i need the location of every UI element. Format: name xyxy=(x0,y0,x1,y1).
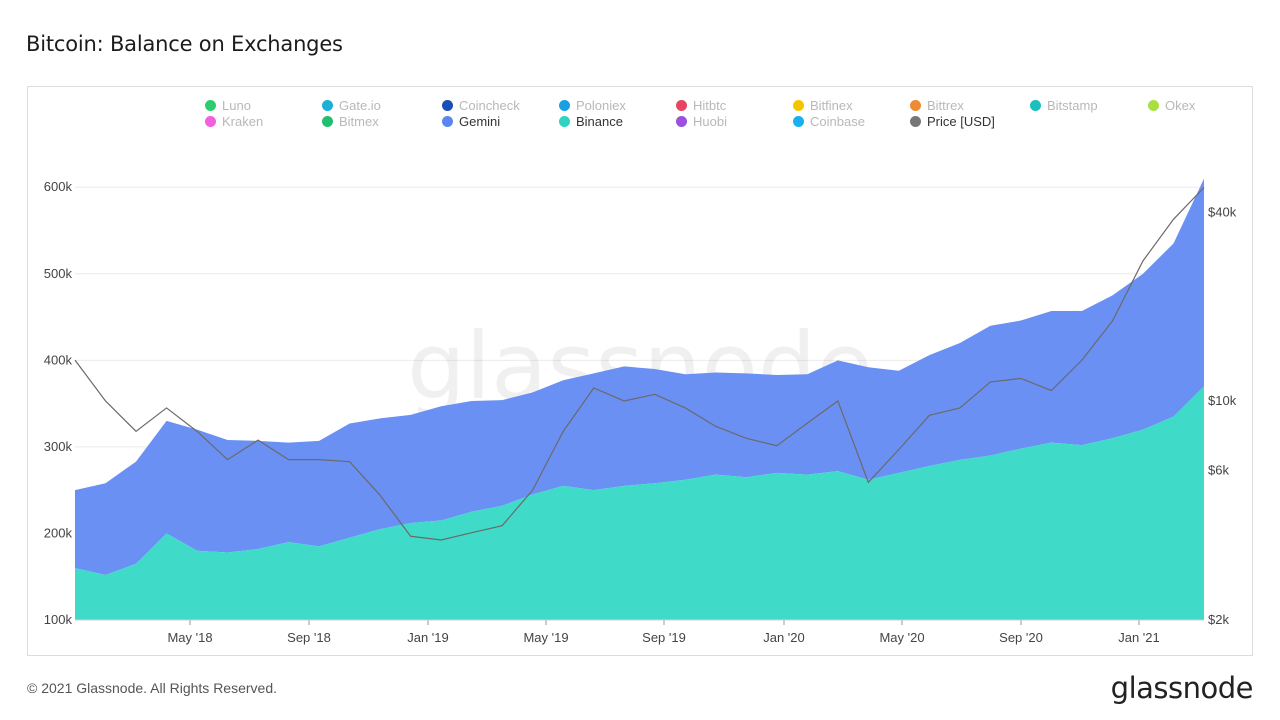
legend-label: Bitmex xyxy=(339,114,379,129)
x-tick-label: May '20 xyxy=(879,630,924,645)
legend-item[interactable]: Binance xyxy=(559,114,623,129)
y-left-tick-label: 300k xyxy=(44,439,73,454)
legend-label: Bitstamp xyxy=(1047,98,1098,113)
legend-label: Gemini xyxy=(459,114,501,129)
legend-item[interactable]: Gate.io xyxy=(322,98,381,113)
chart-title: Bitcoin: Balance on Exchanges xyxy=(26,32,343,56)
legend-item[interactable]: Hitbtc xyxy=(676,98,726,113)
series-binance-area xyxy=(75,386,1204,620)
legend-dot-icon xyxy=(442,116,453,127)
legend-dot-icon xyxy=(1030,100,1041,111)
legend-item[interactable]: Bittrex xyxy=(910,98,964,113)
legend-dot-icon xyxy=(676,116,687,127)
chart-panel xyxy=(27,86,1253,656)
x-tick-label: Sep '20 xyxy=(999,630,1043,645)
legend-label: Price [USD] xyxy=(927,114,995,129)
legend-label: Kraken xyxy=(222,114,264,129)
y-left-tick-label: 400k xyxy=(44,352,73,367)
legend-dot-icon xyxy=(442,100,453,111)
legend-dot-icon xyxy=(1148,100,1159,111)
y-left-tick-label: 100k xyxy=(44,612,73,627)
legend-item[interactable]: Price [USD] xyxy=(910,114,995,129)
legend-dot-icon xyxy=(793,116,804,127)
y-right-tick-label: $40k xyxy=(1208,204,1237,219)
legend-item[interactable]: Bitfinex xyxy=(793,98,853,113)
legend-label: Gate.io xyxy=(339,98,381,113)
area-series xyxy=(75,178,1204,620)
left-axis: 100k 200k 300k 400k 500k 600k xyxy=(44,179,73,627)
legend-item[interactable]: Kraken xyxy=(205,114,263,129)
legend-label: Bitfinex xyxy=(810,98,853,113)
copyright-text: © 2021 Glassnode. All Rights Reserved. xyxy=(27,680,278,696)
x-tick-label: May '18 xyxy=(167,630,212,645)
legend-dot-icon xyxy=(910,100,921,111)
legend-label: Coinbase xyxy=(810,114,865,129)
series-price-line xyxy=(74,187,1205,541)
legend-label: Luno xyxy=(222,98,251,113)
legend-dot-icon xyxy=(205,100,216,111)
x-tick-label: May '19 xyxy=(523,630,568,645)
y-left-tick-label: 500k xyxy=(44,266,73,281)
legend-item[interactable]: Huobi xyxy=(676,114,727,129)
legend-dot-icon xyxy=(205,116,216,127)
right-axis: $2k $6k $10k $40k xyxy=(1208,204,1237,627)
legend-label: Coincheck xyxy=(459,98,520,113)
x-tick-label: Jan '19 xyxy=(407,630,449,645)
legend-label: Bittrex xyxy=(927,98,964,113)
y-left-tick-label: 200k xyxy=(44,525,73,540)
y-right-tick-label: $6k xyxy=(1208,462,1229,477)
series-gemini-area xyxy=(75,178,1204,575)
legend-dot-icon xyxy=(322,116,333,127)
legend-dot-icon xyxy=(910,116,921,127)
y-right-tick-label: $10k xyxy=(1208,393,1237,408)
legend-label: Hitbtc xyxy=(693,98,727,113)
legend-label: Huobi xyxy=(693,114,727,129)
x-tick-label: Jan '21 xyxy=(1118,630,1160,645)
legend-label: Okex xyxy=(1165,98,1196,113)
chart-legend: Luno Gate.io Coincheck Poloniex Hitbtc Bitfin… xyxy=(205,98,1235,132)
legend-dot-icon xyxy=(559,116,570,127)
legend-dot-icon xyxy=(322,100,333,111)
legend-dot-icon xyxy=(676,100,687,111)
price-series xyxy=(74,187,1205,541)
legend-item[interactable]: Bitmex xyxy=(322,114,379,129)
legend-item[interactable]: Luno xyxy=(205,98,251,113)
legend-item[interactable]: Coinbase xyxy=(793,114,865,129)
legend-label: Binance xyxy=(576,114,623,129)
x-axis: May '18 Sep '18 Jan '19 May '19 Sep '19 Jan '… xyxy=(75,619,1204,645)
legend-item[interactable]: Okex xyxy=(1148,98,1195,113)
y-right-tick-label: $2k xyxy=(1208,612,1229,627)
y-left-tick-label: 600k xyxy=(44,179,73,194)
legend-item[interactable]: Coincheck xyxy=(442,98,520,113)
legend-item[interactable]: Poloniex xyxy=(559,98,626,113)
legend-item[interactable]: Bitstamp xyxy=(1030,98,1098,113)
x-tick-label: Jan '20 xyxy=(763,630,805,645)
glassnode-logo: glassnode xyxy=(1110,671,1254,705)
legend-label: Poloniex xyxy=(576,98,626,113)
legend-dot-icon xyxy=(793,100,804,111)
x-tick-label: Sep '18 xyxy=(287,630,331,645)
legend-dot-icon xyxy=(559,100,570,111)
legend-item[interactable]: Gemini xyxy=(442,114,500,129)
x-tick-label: Sep '19 xyxy=(642,630,686,645)
